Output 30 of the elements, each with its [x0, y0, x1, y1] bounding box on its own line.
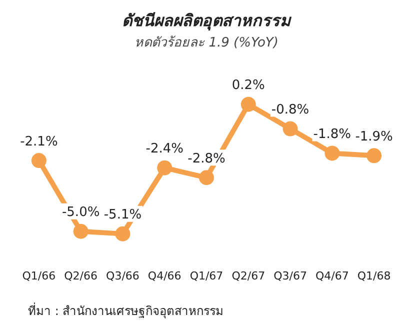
x-tick-label: Q3/66 — [106, 269, 140, 282]
x-tick-label: Q1/67 — [190, 269, 224, 282]
data-label: -2.4% — [146, 142, 184, 157]
chart-subtitle: หดตัวร้อยละ 1.9 (%YoY) — [134, 35, 278, 50]
point — [366, 148, 382, 164]
point — [282, 121, 298, 136]
data-label: -0.8% — [271, 102, 310, 118]
x-tick-label: Q3/67 — [274, 269, 307, 282]
x-tick-label: Q1/66 — [22, 269, 56, 282]
text: ที่มา : สำนักงานเศรษฐกิจอุตสาหกรรม — [28, 302, 224, 319]
data-label: -2.1% — [20, 134, 58, 150]
point — [157, 160, 172, 176]
x-tick-label: Q2/67 — [232, 269, 266, 282]
data-label: -1.9% — [355, 130, 393, 145]
data-label: -5.1% — [104, 208, 142, 223]
chart-title: ดัชนีผลผลิตอุตสาหกรรม — [122, 10, 292, 31]
data-label: -2.8% — [188, 152, 226, 167]
x-tick-label: Q4/66 — [148, 269, 182, 282]
data-label: -1.8% — [313, 127, 352, 142]
point — [73, 224, 88, 239]
point — [240, 96, 256, 112]
x-tick-label: Q1/68 — [357, 269, 391, 282]
point — [324, 146, 340, 161]
x-tick-label: Q2/66 — [64, 269, 98, 282]
point — [199, 170, 214, 186]
point — [31, 153, 46, 168]
point — [115, 226, 130, 242]
data-label: -5.0% — [62, 205, 100, 220]
data-label: 0.2% — [232, 78, 265, 94]
x-tick-label: Q4/67 — [315, 269, 349, 282]
